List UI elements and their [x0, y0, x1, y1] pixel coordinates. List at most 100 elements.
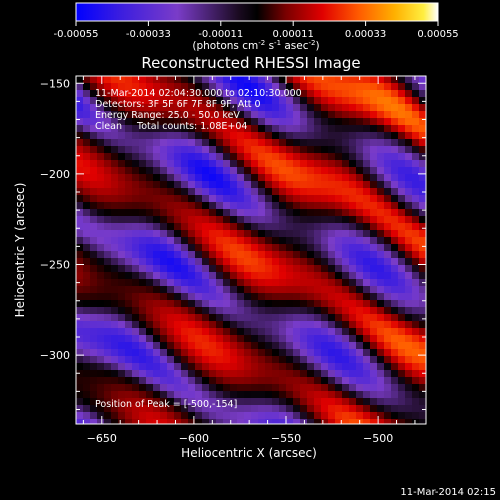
heatmap-cell [153, 111, 160, 118]
heatmap-cell [209, 153, 216, 160]
heatmap-cell [286, 265, 293, 272]
heatmap-cell [307, 76, 314, 83]
heatmap-cell [146, 118, 153, 125]
heatmap-cell [132, 293, 139, 300]
heatmap-cell [153, 307, 160, 314]
heatmap-cell [181, 398, 188, 405]
heatmap-cell [419, 104, 426, 111]
heatmap-cell [321, 76, 328, 83]
heatmap-cell [181, 188, 188, 195]
heatmap-cell [195, 300, 202, 307]
heatmap-cell [398, 300, 405, 307]
heatmap-cell [83, 307, 90, 314]
heatmap-cell [230, 216, 237, 223]
heatmap-cell [286, 167, 293, 174]
heatmap-cell [97, 209, 104, 216]
heatmap-cell [405, 118, 412, 125]
heatmap-cell [286, 160, 293, 167]
heatmap-cell [377, 146, 384, 153]
heatmap-cell [342, 251, 349, 258]
heatmap-cell [286, 202, 293, 209]
heatmap-cell [230, 293, 237, 300]
heatmap-cell [412, 146, 419, 153]
heatmap-cell [265, 419, 272, 424]
heatmap-cell [83, 286, 90, 293]
heatmap-cell [174, 188, 181, 195]
heatmap-cell [377, 237, 384, 244]
heatmap-cell [265, 216, 272, 223]
heatmap-cell [174, 237, 181, 244]
heatmap-cell [230, 307, 237, 314]
heatmap-cell [104, 153, 111, 160]
heatmap-cell [97, 391, 104, 398]
heatmap-cell [307, 209, 314, 216]
heatmap-cell [118, 237, 125, 244]
heatmap-cell [132, 272, 139, 279]
heatmap-cell [321, 188, 328, 195]
heatmap-cell [118, 293, 125, 300]
heatmap-cell [335, 244, 342, 251]
heatmap-cell [181, 244, 188, 251]
heatmap-cell [76, 335, 83, 342]
heatmap-cell [342, 244, 349, 251]
heatmap-cell [209, 251, 216, 258]
heatmap-cell [76, 167, 83, 174]
heatmap-cell [125, 146, 132, 153]
heatmap-cell [118, 146, 125, 153]
heatmap-cell [160, 174, 167, 181]
heatmap-cell [321, 384, 328, 391]
heatmap-cell [202, 237, 209, 244]
heatmap-cell [265, 293, 272, 300]
heatmap-cell [174, 335, 181, 342]
heatmap-cell [195, 132, 202, 139]
heatmap-cell [160, 363, 167, 370]
heatmap-cell [237, 251, 244, 258]
heatmap-cell [349, 405, 356, 412]
heatmap-cell [293, 104, 300, 111]
heatmap-cell [223, 265, 230, 272]
heatmap-cell [174, 384, 181, 391]
heatmap-cell [230, 83, 237, 90]
heatmap-cell [76, 209, 83, 216]
heatmap-cell [328, 251, 335, 258]
plot-frame [75, 75, 427, 425]
heatmap-cell [419, 181, 426, 188]
heatmap-cell [111, 363, 118, 370]
heatmap-cell [97, 104, 104, 111]
heatmap-cell [167, 328, 174, 335]
heatmap-cell [76, 216, 83, 223]
heatmap-cell [412, 181, 419, 188]
heatmap-cell [209, 300, 216, 307]
heatmap-cell [202, 83, 209, 90]
heatmap-cell [349, 209, 356, 216]
heatmap-cell [223, 349, 230, 356]
heatmap-cell [104, 202, 111, 209]
heatmap-cell [370, 146, 377, 153]
heatmap-cell [111, 139, 118, 146]
heatmap-cell [97, 412, 104, 419]
heatmap-cell [195, 251, 202, 258]
heatmap-cell [321, 174, 328, 181]
heatmap-cell [132, 377, 139, 384]
heatmap-cell [90, 328, 97, 335]
heatmap-cell [279, 405, 286, 412]
heatmap-cell [265, 125, 272, 132]
heatmap-cell [230, 97, 237, 104]
heatmap-cell [265, 307, 272, 314]
heatmap-cell [125, 265, 132, 272]
heatmap-cell [419, 90, 426, 97]
heatmap-cell [363, 251, 370, 258]
heatmap-cell [384, 153, 391, 160]
heatmap-cell [223, 111, 230, 118]
heatmap-cell [237, 132, 244, 139]
heatmap-cell [391, 398, 398, 405]
heatmap-cell [265, 349, 272, 356]
heatmap-cell [391, 356, 398, 363]
heatmap-cell [195, 223, 202, 230]
heatmap-cell [328, 321, 335, 328]
heatmap-cell [321, 153, 328, 160]
colorbar-ticks [75, 21, 439, 26]
heatmap-cell [251, 167, 258, 174]
heatmap-cell [132, 349, 139, 356]
heatmap-cell [286, 132, 293, 139]
